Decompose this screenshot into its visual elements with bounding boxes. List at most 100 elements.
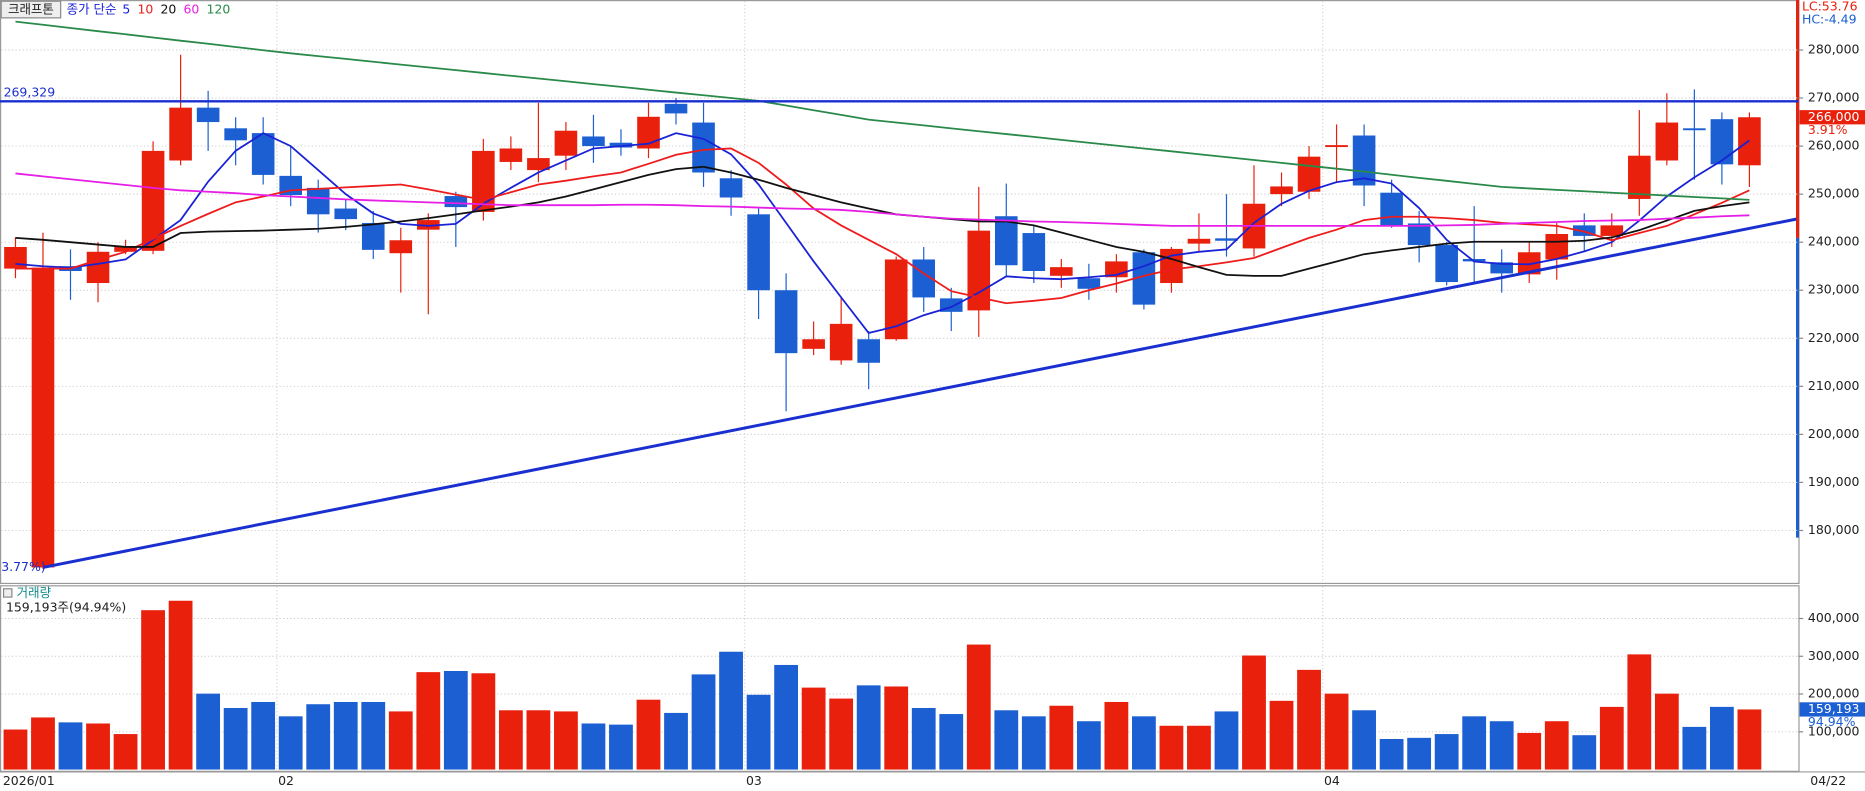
candle-body [747, 214, 770, 291]
candle-body [994, 216, 1018, 266]
candle-body [1517, 252, 1541, 275]
candle-body [196, 107, 220, 123]
candle-body [169, 107, 192, 161]
y-tick-label: 100,000 [1808, 723, 1860, 738]
y-tick-label: 210,000 [1808, 378, 1860, 393]
candle-body [4, 246, 27, 269]
volume-bar [581, 723, 606, 770]
candle-body [1683, 128, 1706, 131]
legend-prefix: 종가 단순 [67, 2, 117, 17]
x-tick-label: 04 [1324, 773, 1340, 788]
legend-item: 20 [160, 2, 176, 17]
moving-average [15, 20, 1750, 201]
volume-bar [113, 734, 138, 770]
y-tick-label: 250,000 [1808, 186, 1860, 201]
volume-bar [1407, 737, 1432, 770]
hline-label: 269,329 [4, 84, 56, 99]
volume-bar [443, 670, 468, 770]
volume-bar [1599, 706, 1624, 770]
hc-label: HC:-4.49 [1802, 12, 1857, 27]
candle-body [857, 339, 880, 363]
y-tick-label: 190,000 [1808, 474, 1860, 489]
candle-body [554, 130, 578, 156]
candle-body [802, 339, 825, 349]
y-tick-label: 270,000 [1808, 90, 1860, 105]
y-tick-label: 280,000 [1808, 41, 1860, 56]
symbol-box [0, 0, 62, 19]
volume-bar [416, 672, 441, 770]
volume-bar [1021, 716, 1046, 770]
candle-body [31, 267, 55, 568]
volume-bar [471, 673, 496, 770]
last-volume-label: 159,193 [1808, 701, 1860, 716]
volume-bar [498, 710, 523, 770]
lc-label: LC:53.76 [1802, 0, 1858, 14]
volume-bar [278, 716, 303, 770]
y-tick-label: 230,000 [1808, 282, 1860, 297]
volume-bar [1076, 721, 1101, 770]
candle-body [719, 178, 743, 198]
candle-body [582, 136, 605, 147]
volume-bar [361, 701, 386, 770]
volume-bar [306, 704, 331, 770]
candle-body [1325, 145, 1348, 148]
volume-bar [1544, 721, 1569, 770]
candle-body [141, 150, 165, 251]
y-tick-label: 220,000 [1808, 330, 1860, 345]
volume-bar [1737, 709, 1762, 770]
volume-bar [1159, 725, 1184, 770]
candle-body [1050, 267, 1073, 276]
candle-body [417, 220, 440, 230]
volume-bar [86, 723, 110, 770]
volume-bar [691, 674, 716, 770]
volume-bar [1297, 669, 1321, 770]
volume-bar [1324, 693, 1349, 770]
volume-bar [939, 714, 964, 770]
volume-bar [1049, 705, 1074, 770]
candle-body [1572, 225, 1596, 236]
candle-body [499, 148, 523, 162]
candle-body [1022, 233, 1046, 272]
volume-bar [333, 701, 358, 770]
candle-body [1380, 192, 1403, 226]
symbol-title: 크래프톤 [8, 2, 54, 17]
y-tick-label: 300,000 [1808, 648, 1860, 663]
candle-body [527, 158, 550, 171]
volume-bar [1709, 706, 1734, 770]
candle-body [1490, 262, 1514, 274]
last-volume-box [1799, 702, 1865, 717]
date-label: 04/22 [1810, 773, 1846, 788]
volume-bar [1379, 738, 1404, 770]
candle-body [306, 187, 330, 215]
candle-body [1077, 278, 1101, 289]
volume-bar [856, 685, 881, 770]
volume-bar [966, 644, 991, 770]
volume-bar [636, 699, 661, 770]
candle-body [1435, 245, 1458, 283]
moving-average [15, 165, 1750, 277]
last-price-label: 266,000 [1808, 109, 1860, 124]
candle-body [1132, 252, 1156, 305]
volume-bar [1489, 721, 1514, 770]
volume-bar [223, 708, 248, 770]
volume-title: 거래량 [17, 585, 52, 600]
volume-icon [2, 588, 13, 598]
moving-average [15, 132, 1750, 334]
volume-bar [554, 711, 578, 770]
lc-bar [1796, 0, 1799, 238]
volume-bar [58, 722, 83, 770]
y-tick-label: 260,000 [1808, 138, 1860, 153]
volume-bar [1627, 654, 1652, 770]
volume-bar [168, 600, 193, 770]
volume-bar [1572, 735, 1597, 770]
candle-body [389, 240, 413, 254]
trendline-label: 3.77%) [1, 559, 45, 574]
volume-bar [526, 710, 551, 770]
x-tick-label: 02 [278, 773, 294, 788]
volume-bar [1104, 701, 1129, 770]
volume-bar [1517, 732, 1542, 770]
volume-bar [1352, 710, 1376, 770]
volume-bar [829, 698, 854, 770]
volume-bar [1654, 693, 1679, 770]
